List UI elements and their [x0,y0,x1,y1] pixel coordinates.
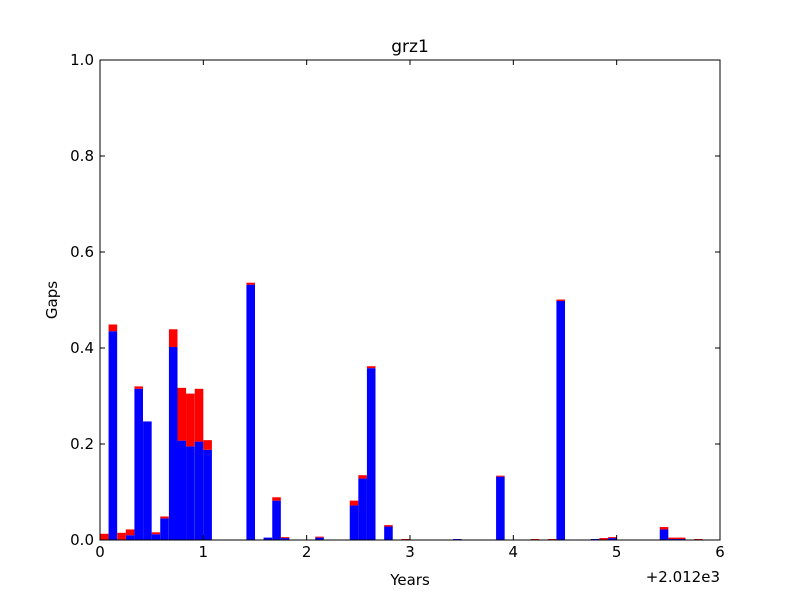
bar-red-3 [125,529,135,536]
bar-red-12 [203,440,212,450]
bar-red-29 [349,500,359,506]
bar-blue-25 [315,537,324,540]
bar-red-0 [100,533,109,540]
bar-blue-30 [358,478,367,540]
x-tick-label: 3 [405,543,415,561]
bar-red-7 [160,516,169,519]
bar-blue-3 [125,535,135,540]
bar-red-21 [280,537,290,539]
bar-red-4 [134,386,143,389]
bar-blue-10 [186,446,195,540]
plot-bars [100,282,703,540]
bar-red-46 [496,475,505,477]
y-tick-label: 1.0 [70,51,94,69]
bar-red-8 [168,329,178,348]
bar-red-1 [108,324,118,332]
bar-red-53 [556,299,565,301]
bar-blue-11 [194,441,204,540]
x-axis-offset-label: +2.012e3 [646,568,720,586]
bar-blue-31 [366,368,376,540]
bar-blue-4 [134,388,143,540]
bar-blue-7 [160,518,169,540]
bar-red-33 [384,525,393,527]
bar-red-6 [151,532,161,535]
bar-blue-5 [143,421,152,540]
bar-blue-65 [659,529,669,540]
bar-red-11 [194,388,204,442]
bar-blue-1 [108,331,118,540]
bar-blue-53 [556,300,565,540]
bar-red-66 [668,537,677,540]
bar-red-58 [599,538,608,540]
x-axis-label: Years [389,571,430,589]
x-tick-label: 2 [302,543,312,561]
bar-blue-17 [246,284,255,540]
y-tick-label: 0.6 [70,243,94,261]
bar-blue-59 [608,538,617,540]
bar-blue-29 [349,505,359,540]
y-tick-label: 0.8 [70,147,94,165]
bar-red-65 [659,527,669,530]
bar-red-2 [117,532,126,540]
bar-red-9 [177,387,187,441]
bar-blue-33 [384,526,393,540]
y-tick-label: 0.4 [70,339,94,357]
y-tick-label: 0.2 [70,435,94,453]
bar-red-20 [272,497,281,501]
bar-red-67 [676,537,686,540]
y-tick-label: 0.0 [70,531,94,549]
x-axis: 0 1 2 3 4 5 6 [95,60,725,561]
x-tick-label: 1 [199,543,209,561]
bar-blue-9 [177,440,187,540]
bar-red-25 [315,536,324,538]
bar-blue-6 [151,534,161,540]
bar-red-30 [358,475,367,479]
bar-red-59 [608,537,617,539]
x-tick-label: 0 [95,543,105,561]
bar-blue-46 [496,476,505,540]
bar-blue-12 [203,449,212,540]
bar-red-31 [366,366,376,369]
y-axis-label: Gaps [43,281,61,319]
bar-blue-20 [272,500,281,540]
y-axis: 0.0 0.2 0.4 0.6 0.8 1.0 [70,51,720,549]
bar-blue-19 [263,537,273,540]
x-tick-label: 4 [509,543,519,561]
x-tick-label: 6 [715,543,725,561]
bar-red-17 [246,282,255,285]
bar-red-10 [186,393,195,447]
x-tick-label: 5 [612,543,622,561]
chart-title: grz1 [391,37,429,57]
bar-blue-8 [168,347,178,540]
bar-blue-21 [280,538,290,540]
